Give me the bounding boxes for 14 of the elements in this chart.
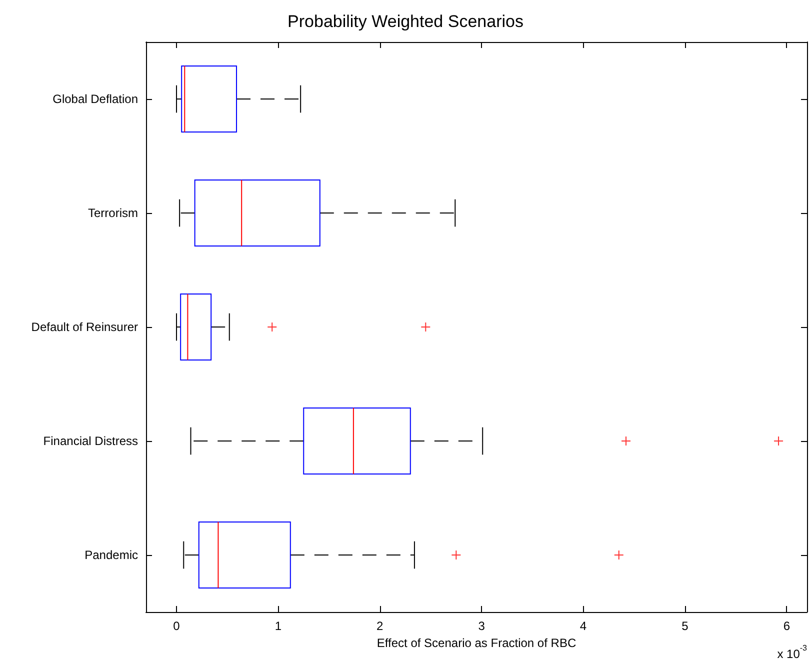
y-tick-label: Financial Distress [43,434,138,448]
y-tick-label: Default of Reinsurer [31,320,138,334]
chart-title: Probability Weighted Scenarios [288,12,524,31]
x-tick-label: 6 [783,619,790,633]
y-tick-label: Terrorism [88,206,138,220]
x-tick-label: 1 [274,619,282,633]
y-tick-label: Global Deflation [52,92,138,106]
x-tick-label: 2 [376,619,384,633]
x-tick-label: 5 [682,619,689,633]
y-tick-label: Pandemic [84,548,138,562]
x-axis-title: Effect of Scenario as Fraction of RBC [376,636,576,650]
x-tick-label: 3 [478,619,486,633]
x-tick-label: 0 [173,619,180,633]
x-tick-label: 4 [580,619,587,633]
